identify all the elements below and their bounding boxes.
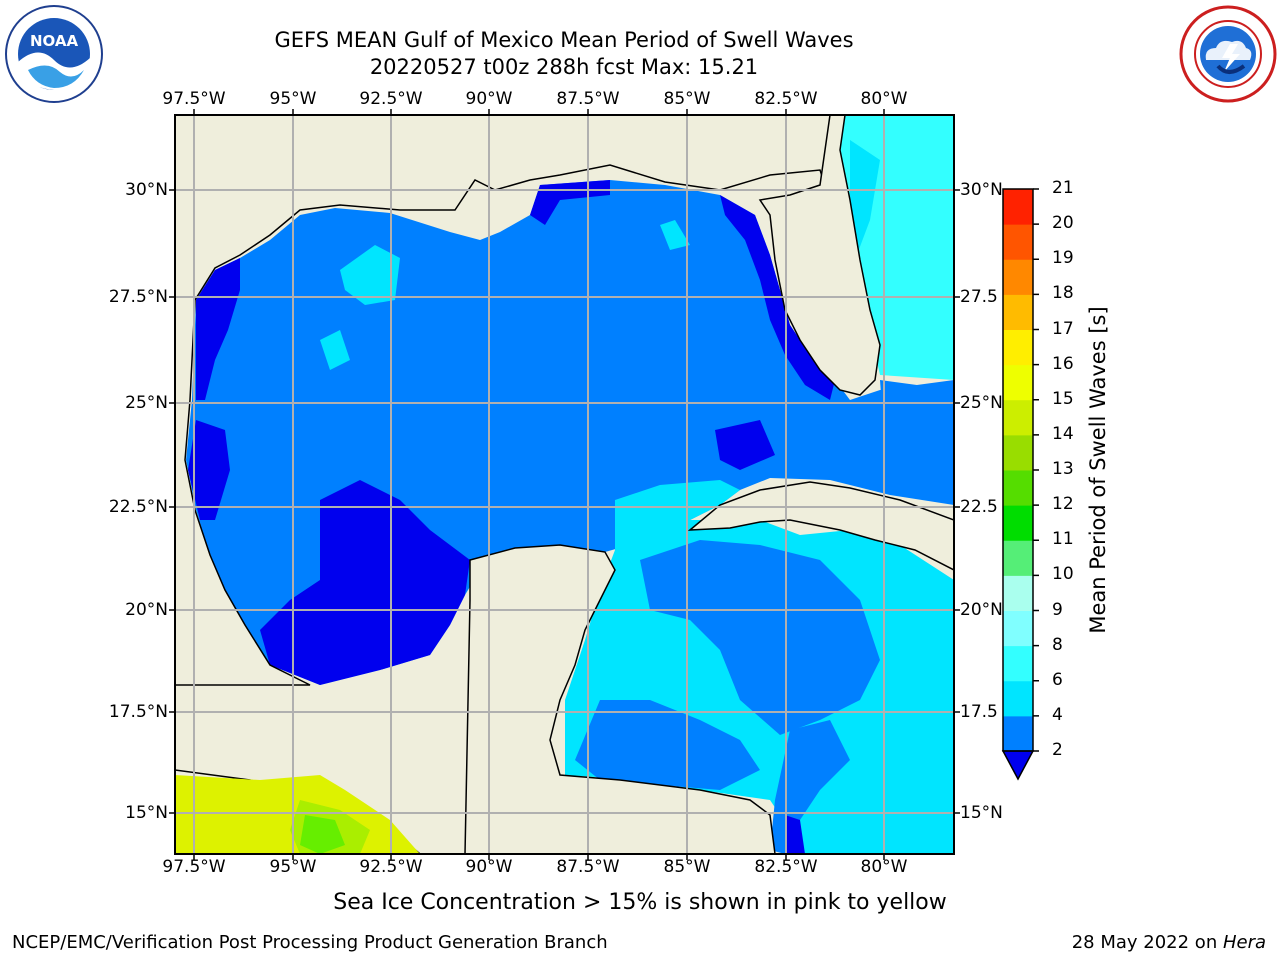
lon-label-top: 80°W	[860, 89, 908, 109]
lon-label-bottom: 87.5°W	[556, 857, 620, 877]
lat-label-right: 27.5	[960, 287, 998, 307]
lat-label-left: 25°N	[125, 393, 168, 413]
colorbar	[1001, 188, 1039, 781]
lon-label-bottom: 90°W	[465, 857, 513, 877]
lat-label-left: 20°N	[125, 600, 168, 620]
lon-label-top: 90°W	[465, 89, 513, 109]
lat-label-left: 22.5°N	[108, 497, 168, 517]
lat-label-right: 20°N	[960, 600, 1003, 620]
lon-label-top: 92.5°W	[359, 89, 423, 109]
colorbar-tick-label: 9	[1052, 599, 1063, 620]
graticule	[175, 115, 954, 854]
colorbar-tick-label: 19	[1052, 248, 1074, 269]
lat-label-left: 15°N	[125, 803, 168, 823]
colorbar-label: Mean Period of Swell Waves [s]	[1086, 306, 1110, 634]
colorbar-tick-label: 2	[1052, 740, 1063, 760]
noaa-logo: NOAA	[5, 5, 103, 103]
lat-label-right: 25°N	[960, 393, 1003, 413]
colorbar-tick-label: 16	[1052, 353, 1074, 374]
lat-label-left: 27.5°N	[108, 287, 168, 307]
lon-label-bottom: 92.5°W	[359, 857, 423, 877]
colorbar-segment	[1003, 715, 1033, 752]
lon-label-bottom: 80°W	[860, 857, 908, 877]
colorbar-tick-label: 6	[1052, 669, 1063, 690]
chart-title: GEFS MEAN Gulf of Mexico Mean Period of …	[274, 28, 854, 52]
colorbar-tick-label: 14	[1052, 423, 1074, 444]
lon-label-bottom: 82.5°W	[754, 857, 818, 877]
colorbar-segment	[1003, 470, 1033, 506]
lon-label-bottom: 85°W	[663, 857, 711, 877]
lat-label-right: 17.5	[960, 702, 998, 722]
colorbar-segment	[1003, 399, 1033, 436]
lon-label-top: 87.5°W	[556, 89, 620, 109]
lat-label-left: 30°N	[125, 180, 168, 200]
lon-label-top: 95°W	[269, 89, 317, 109]
lat-label-right: 30°N	[960, 180, 1003, 200]
colorbar-tick-label: 18	[1052, 283, 1074, 304]
lon-label-top: 97.5°W	[162, 89, 226, 109]
colorbar-tick-label: 20	[1052, 213, 1074, 234]
colorbar-tick-label: 21	[1052, 178, 1074, 198]
colorbar-tick-label: 15	[1052, 388, 1074, 409]
colorbar-segment	[1003, 259, 1033, 295]
sea-ice-caption: Sea Ice Concentration > 15% is shown in …	[333, 890, 947, 915]
colorbar-segment	[1003, 645, 1033, 682]
colorbar-tick-label: 12	[1052, 494, 1074, 515]
colorbar-segment	[1003, 680, 1033, 717]
footer-date: 28 May 2022 on Hera	[1072, 932, 1266, 953]
lon-label-top: 85°W	[663, 89, 711, 109]
colorbar-segment	[1003, 575, 1033, 611]
lat-label-right: 22.5	[960, 497, 998, 517]
cuba-land	[687, 481, 954, 571]
colorbar-under-arrow	[1001, 750, 1035, 781]
colorbar-segment	[1003, 610, 1033, 647]
colorbar-segment	[1003, 540, 1033, 576]
colorbar-segment	[1003, 294, 1033, 330]
lon-label-bottom: 97.5°W	[162, 857, 226, 877]
colorbar-segment	[1003, 224, 1033, 260]
colorbar-segment	[1003, 434, 1033, 471]
lat-label-right: 15°N	[960, 803, 1003, 823]
colorbar-tick-label: 10	[1052, 564, 1074, 585]
florida-land	[758, 115, 881, 396]
colorbar-tick-label: 4	[1052, 704, 1063, 725]
colorbar-tick-label: 8	[1052, 634, 1063, 655]
map-frame	[174, 114, 955, 855]
footer-host: Hera	[1222, 932, 1266, 953]
colorbar-tick-label: 11	[1052, 529, 1074, 550]
footer-credit: NCEP/EMC/Verification Post Processing Pr…	[12, 932, 608, 953]
colorbar-tick-label: 13	[1052, 459, 1074, 479]
nws-logo	[1179, 5, 1277, 103]
colorbar-segment	[1003, 189, 1033, 225]
lon-label-bottom: 95°W	[269, 857, 317, 877]
colorbar-tick-label: 17	[1052, 318, 1074, 339]
lon-label-top: 82.5°W	[754, 89, 818, 109]
chart-subtitle: 20220527 t00z 288h fcst Max: 15.21	[369, 55, 759, 79]
footer-date-text: 28 May 2022 on	[1071, 932, 1223, 953]
noaa-wordmark: NOAA	[30, 32, 79, 50]
colorbar-segment	[1003, 505, 1033, 541]
gulf-under-band	[196, 258, 240, 400]
colorbar-segment	[1003, 329, 1033, 366]
colorbar-segment	[1003, 364, 1033, 401]
lat-label-left: 17.5°N	[108, 702, 168, 722]
